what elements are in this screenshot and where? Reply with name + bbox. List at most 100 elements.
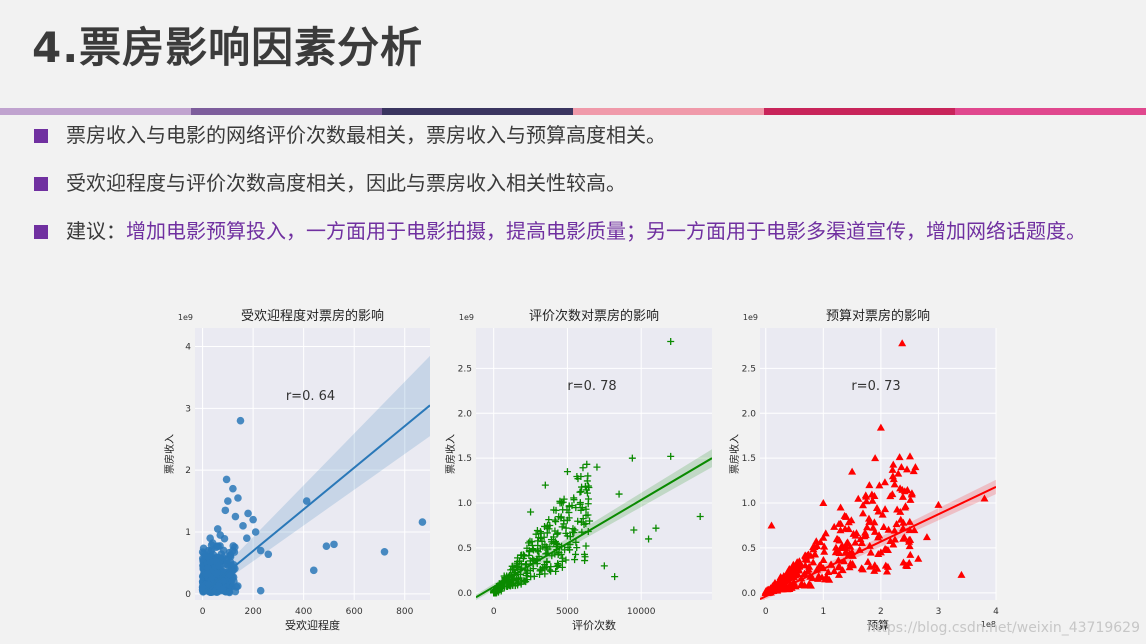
data-point xyxy=(805,580,814,588)
y-tick-label: 1.0 xyxy=(458,499,473,509)
data-point xyxy=(527,508,535,516)
data-point xyxy=(866,562,875,570)
data-point xyxy=(229,484,237,493)
chart-title: 受欢迎程度对票房的影响 xyxy=(241,308,384,324)
x-tick-label: 0 xyxy=(200,607,206,617)
data-point xyxy=(249,515,257,524)
data-point xyxy=(219,585,227,594)
data-point xyxy=(801,561,810,569)
data-point xyxy=(890,480,899,488)
data-point xyxy=(580,521,588,529)
x-axis-label: 评价次数 xyxy=(572,618,616,632)
data-point xyxy=(525,539,533,547)
data-point xyxy=(231,512,240,521)
data-point xyxy=(769,581,778,589)
data-point xyxy=(851,538,860,546)
data-point xyxy=(573,544,581,552)
data-point xyxy=(844,518,853,526)
data-point xyxy=(538,537,546,545)
data-point xyxy=(251,528,260,536)
data-point xyxy=(907,489,916,497)
data-point xyxy=(566,533,574,541)
data-point xyxy=(896,515,905,523)
data-point xyxy=(581,557,589,565)
data-point xyxy=(789,565,798,573)
correlation-annotation: r=0. 64 xyxy=(286,389,335,404)
data-point xyxy=(864,514,873,522)
data-point xyxy=(903,465,912,473)
data-point xyxy=(868,496,877,504)
data-point xyxy=(520,577,528,585)
data-point xyxy=(889,475,898,483)
data-point xyxy=(862,497,871,505)
data-point xyxy=(579,464,587,472)
data-point xyxy=(545,566,553,574)
data-point xyxy=(526,537,534,545)
data-point xyxy=(785,574,794,582)
data-point xyxy=(888,465,897,473)
data-point xyxy=(859,501,868,509)
stripe-segment-4 xyxy=(573,108,764,115)
data-point xyxy=(530,572,538,580)
data-point xyxy=(556,499,564,507)
y-tick-label: 0 xyxy=(185,590,191,600)
data-point xyxy=(550,533,558,541)
data-point xyxy=(842,548,851,556)
data-point xyxy=(810,543,819,551)
charts-area: 0 200 400 600 80001234受欢迎程度对票房的影响受欢迎程度票房收入1e… xyxy=(163,308,999,632)
data-point xyxy=(820,542,829,550)
bullet-square-icon xyxy=(34,129,48,143)
data-point xyxy=(834,570,843,578)
data-point xyxy=(628,454,636,462)
data-point xyxy=(582,505,590,513)
regression-line xyxy=(201,404,430,594)
bullet-text: 增加电影预算投入，一方面用于电影拍摄，提高电影质量；另一方面用于电影多渠道宣传，… xyxy=(126,219,1086,243)
data-point xyxy=(867,490,876,498)
data-point xyxy=(572,538,580,546)
data-point xyxy=(863,557,872,565)
slide-title: 4.票房影响因素分析 xyxy=(32,23,424,72)
data-point xyxy=(851,531,860,539)
data-point xyxy=(222,556,231,564)
data-point xyxy=(879,523,888,531)
data-point xyxy=(905,542,914,550)
y-tick-label: 2.0 xyxy=(458,409,473,419)
stripe-segment-6 xyxy=(955,108,1146,115)
data-point xyxy=(835,519,844,527)
data-point xyxy=(890,535,899,543)
data-point xyxy=(819,499,828,507)
data-point xyxy=(533,527,541,535)
confidence-band xyxy=(202,355,430,597)
data-point xyxy=(903,485,912,493)
data-point xyxy=(764,586,773,594)
data-point xyxy=(809,558,818,566)
data-point xyxy=(216,531,225,539)
bullet-prefix: 建议： xyxy=(66,219,126,243)
plot-background xyxy=(476,328,712,600)
data-point xyxy=(830,522,839,530)
color-stripe xyxy=(0,108,1146,115)
data-point xyxy=(212,543,221,551)
data-point xyxy=(222,475,231,484)
bullet-item: 票房收入与电影的网络评价次数最相关，票房收入与预算高度相关。 xyxy=(34,115,1144,156)
data-point xyxy=(521,552,529,560)
data-point xyxy=(863,523,872,531)
data-point xyxy=(513,575,521,583)
data-point xyxy=(895,453,904,461)
regression-line xyxy=(476,457,712,599)
data-point xyxy=(584,511,592,519)
data-point xyxy=(906,495,915,503)
data-point xyxy=(822,572,831,580)
data-point xyxy=(858,509,867,517)
x-tick-label: 600 xyxy=(346,607,363,617)
data-point xyxy=(230,548,239,556)
data-point xyxy=(565,502,573,510)
data-point xyxy=(876,423,885,431)
regression-line xyxy=(760,485,996,600)
data-point xyxy=(551,527,559,535)
data-point xyxy=(875,481,884,489)
data-point xyxy=(206,534,214,542)
y-tick-label: 2.5 xyxy=(458,364,472,374)
data-point xyxy=(819,533,828,541)
